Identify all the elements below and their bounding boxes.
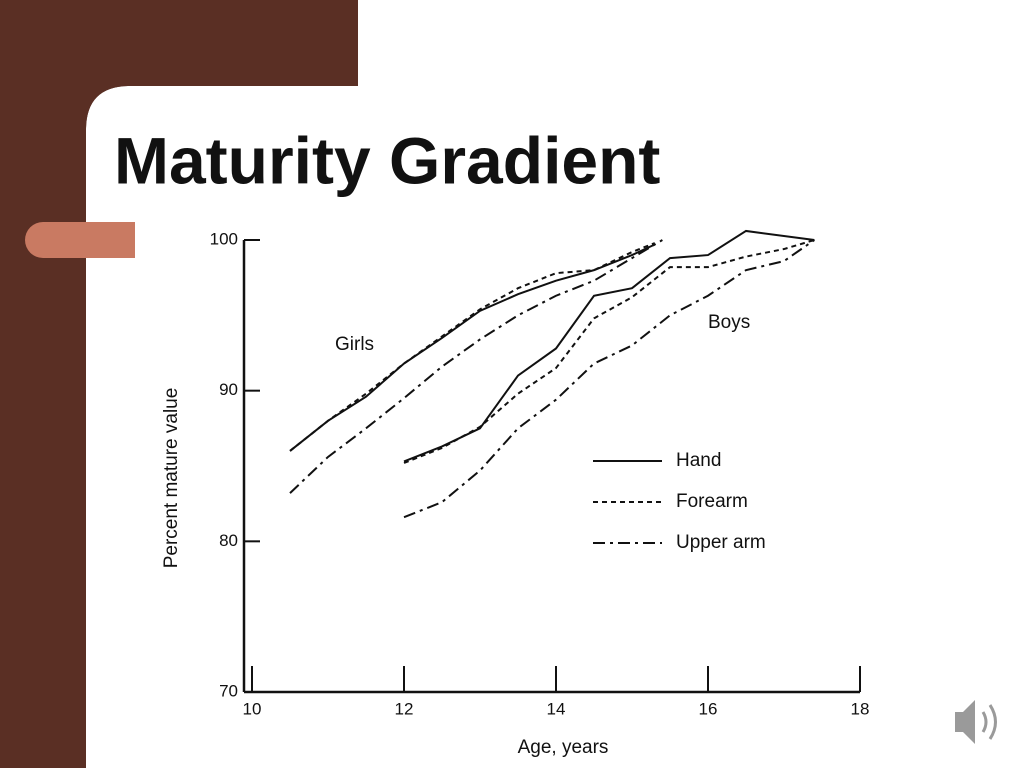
group-label: Girls [335,334,374,355]
series-line [403,239,815,519]
series-line [289,242,656,452]
group-label: Boys [708,312,750,333]
legend-label: Forearm [676,491,748,512]
series-line [403,239,815,464]
panel-corner [86,86,130,130]
slide-title: Maturity Gradient [114,123,660,197]
legend-label: Upper arm [676,532,766,553]
chart: 70 80 90 100 10 12 14 16 18 Age, years Percent mat… [161,229,869,758]
y-tick-label: 90 [219,380,238,399]
x-tick-label: 18 [851,699,870,718]
y-axis-label: Percent mature value [161,388,182,569]
x-axis-label: Age, years [518,737,609,758]
x-tick-label: 16 [699,699,718,718]
series-line [289,239,663,494]
x-tick-label: 14 [547,699,566,718]
y-tick-label: 70 [219,681,238,700]
legend-label: Hand [676,450,721,471]
y-tick-label: 100 [210,229,238,248]
accent-pill-end [86,222,135,258]
sound-waves [981,704,997,740]
x-tick-label: 10 [243,699,262,718]
speaker [955,700,975,744]
y-tick-label: 80 [219,531,238,550]
series-line [403,229,815,463]
speaker-icon [955,700,997,744]
left-band [0,0,86,768]
top-block [0,0,358,86]
x-tick-label: 12 [395,699,414,718]
